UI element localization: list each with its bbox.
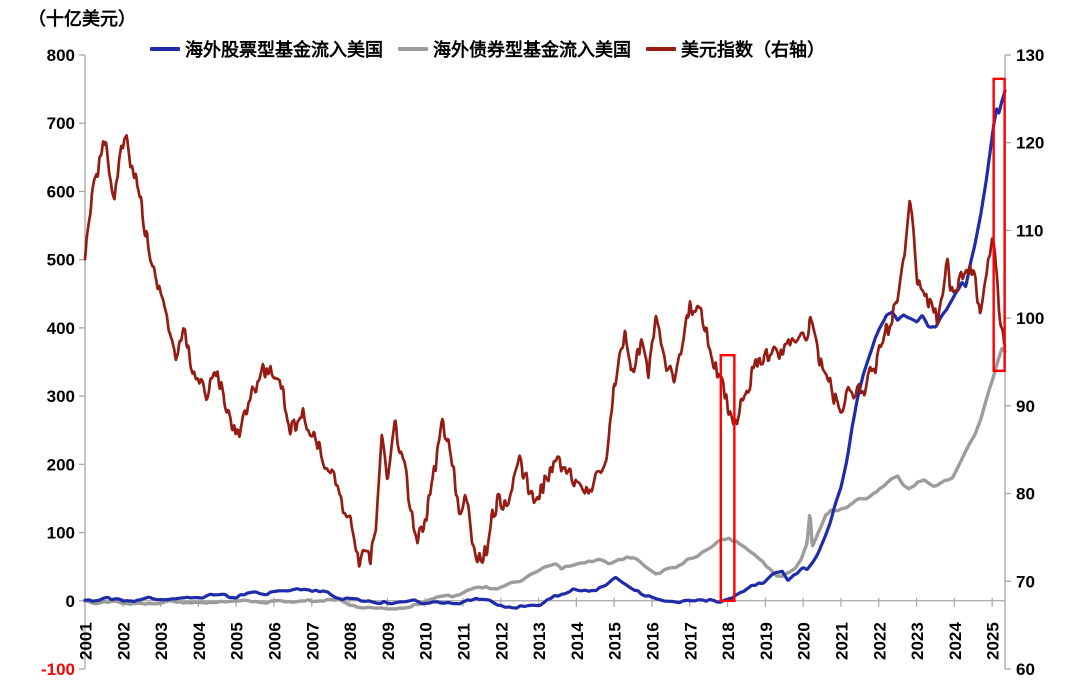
legend-line-bond-icon — [398, 47, 428, 51]
x-axis-year-label: 2005 — [228, 622, 247, 660]
right-axis-tick-label: 120 — [1016, 134, 1044, 153]
left-axis-tick-label: 700 — [47, 114, 75, 133]
legend-item-label: 海外股票型基金流入美国 — [185, 40, 383, 60]
x-axis-year-label: 2019 — [757, 622, 776, 660]
x-axis-year-label: 2022 — [870, 622, 889, 660]
left-axis-tick-label: 300 — [47, 387, 75, 406]
legend-line-dxy-icon — [646, 47, 676, 51]
legend-item-label: 海外债券型基金流入美国 — [433, 40, 631, 60]
right-axis-tick-label: 110 — [1016, 221, 1043, 240]
left-axis-tick-label: 600 — [47, 182, 75, 201]
legend-item-bond-flows: 海外债券型基金流入美国 — [398, 36, 631, 62]
series-line-2 — [83, 134, 1007, 568]
legend-item-equity-flows: 海外股票型基金流入美国 — [150, 36, 383, 62]
x-axis-year-label: 2009 — [379, 622, 398, 660]
highlight-box-2025 — [992, 77, 1006, 373]
x-axis-year-label: 2004 — [190, 622, 209, 660]
left-axis-tick-label: 0 — [66, 592, 75, 611]
highlight-box-2018 — [719, 353, 736, 602]
legend-item-dollar-index: 美元指数（右轴） — [646, 36, 825, 62]
x-axis-year-label: 2011 — [454, 623, 473, 660]
x-axis-year-label: 2024 — [946, 622, 965, 660]
series-line-0 — [83, 89, 1007, 610]
x-axis-year-label: 2006 — [265, 622, 284, 660]
x-axis-year-label: 2002 — [114, 622, 133, 660]
x-axis-year-label: 2025 — [984, 622, 1003, 660]
left-axis-tick-label: 800 — [47, 46, 75, 65]
x-axis-year-label: 2012 — [492, 622, 511, 660]
x-axis-year-label: 2023 — [908, 622, 927, 660]
x-axis-year-label: 2017 — [681, 622, 700, 660]
right-axis-tick-label: 60 — [1016, 660, 1035, 679]
left-axis-tick-label: -100 — [41, 660, 75, 679]
axis-unit-label: （十亿美元） — [28, 9, 136, 29]
x-axis-year-label: 2018 — [719, 622, 738, 660]
legend: 海外股票型基金流入美国 海外债券型基金流入美国 美元指数（右轴） — [150, 36, 825, 62]
legend-line-equity-icon — [150, 47, 180, 51]
right-axis-tick-label: 70 — [1016, 572, 1035, 591]
left-axis-tick-label: 400 — [47, 319, 75, 338]
right-axis-tick-label: 100 — [1016, 309, 1044, 328]
right-axis-tick-label: 130 — [1016, 46, 1044, 65]
left-axis-tick-label: 200 — [47, 455, 75, 474]
x-axis-year-label: 2003 — [152, 622, 171, 660]
left-axis-tick-label: 100 — [47, 524, 75, 543]
x-axis-year-label: 2014 — [568, 622, 587, 660]
right-axis-tick-label: 90 — [1016, 397, 1035, 416]
x-axis-year-label: 2015 — [606, 622, 625, 660]
x-axis-year-label: 2021 — [832, 622, 851, 660]
x-axis-year-label: 2010 — [417, 622, 436, 660]
x-axis-year-label: 2013 — [530, 622, 549, 660]
x-axis-year-label: 2008 — [341, 622, 360, 660]
x-axis-year-label: 2001 — [77, 622, 96, 660]
x-axis-year-label: 2020 — [795, 622, 814, 660]
left-axis-tick-label: 500 — [47, 251, 75, 270]
x-axis-year-label: 2016 — [643, 622, 662, 660]
x-axis-year-label: 2007 — [303, 622, 322, 660]
series-line-1 — [83, 346, 1007, 611]
legend-item-label: 美元指数（右轴） — [681, 40, 825, 60]
right-axis-tick-label: 80 — [1016, 485, 1035, 504]
